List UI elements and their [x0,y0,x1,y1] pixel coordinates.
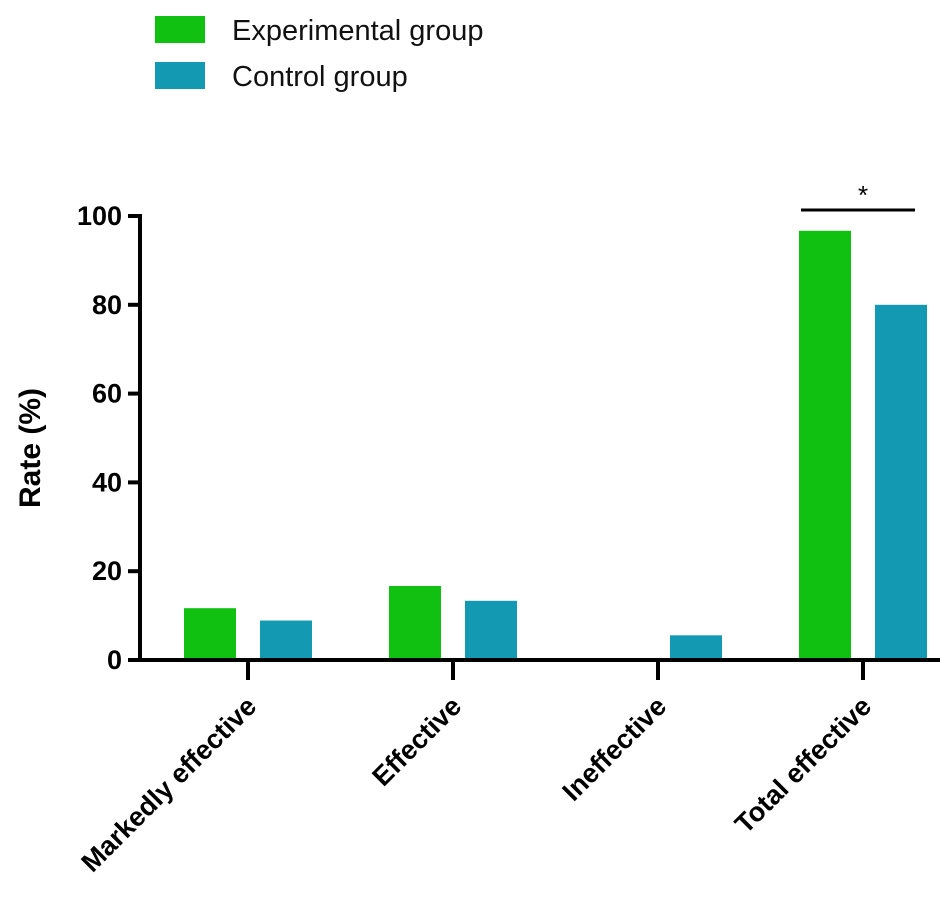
y-tick-label: 80 [92,290,122,320]
x-tick-label: Effective [366,691,467,792]
legend-label-control-group: Control group [232,61,408,93]
legend: Experimental group Control group [155,15,483,93]
x-tick-label: Ineffective [557,691,673,807]
y-tick-label: 20 [92,556,122,586]
legend-label-experimental-group: Experimental group [232,15,483,47]
bar-control-group-effective [465,600,517,660]
axes [138,214,940,662]
bar-experimental-group-markedly-effective [184,608,236,660]
x-tick-label: Markedly effective [75,691,262,878]
legend-swatch-control-group [155,62,205,89]
bar-control-group-total-effective [875,304,927,660]
y-tick-label: 60 [92,379,122,409]
legend-swatch-experimental-group [155,16,205,43]
bars [184,230,927,660]
x-tick-label: Total effective [729,691,877,839]
bar-control-group-ineffective [670,635,722,660]
bar-experimental-group-effective [389,585,441,660]
y-axis-title: Rate (%) [14,388,47,508]
y-tick-label: 40 [92,467,122,497]
annotations: * [801,180,915,212]
bar-control-group-markedly-effective [260,620,312,660]
x-ticks: Markedly effective Effective Ineffective To… [75,660,877,878]
significance-marker: * [858,180,868,210]
y-tick-label: 0 [107,645,122,675]
y-ticks: 0 20 40 60 80 100 [77,201,140,675]
y-tick-label: 100 [77,201,122,231]
bar-experimental-group-total-effective [799,230,851,660]
